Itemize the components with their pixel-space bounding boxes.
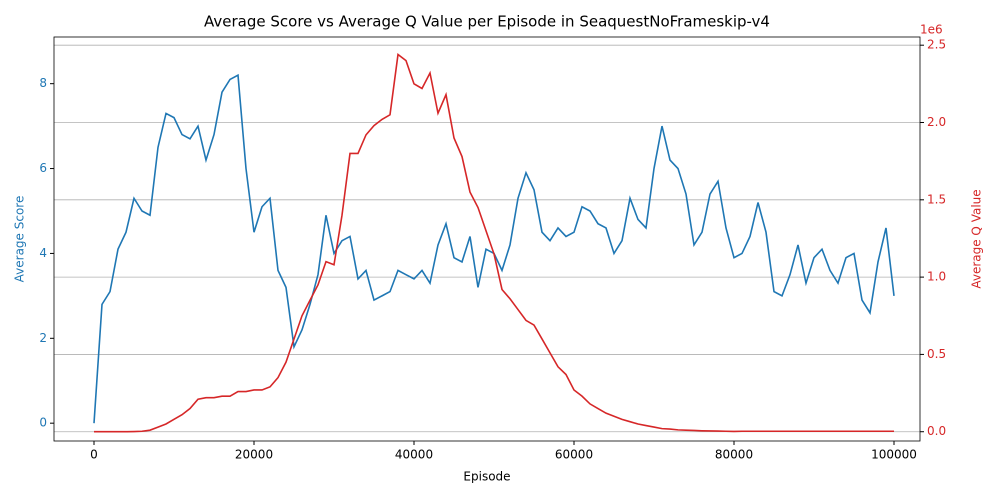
x-tick-label: 100000: [871, 448, 917, 462]
y-tick-label: 8: [39, 76, 47, 90]
y-tick-label: 4: [39, 246, 47, 260]
y-tick-label: 2: [39, 331, 47, 345]
plot-frame: [53, 36, 921, 442]
x-tick-label: 20000: [235, 448, 273, 462]
x-tick-label: 80000: [715, 448, 753, 462]
x-tick-label: 60000: [555, 448, 593, 462]
data-line: [94, 52, 894, 433]
y2-tick-label: 2.0: [927, 115, 946, 129]
chart-title: Average Score vs Average Q Value per Epi…: [204, 13, 770, 31]
y2-tick-label: 0.0: [927, 424, 946, 438]
y2-tick-label: 1.5: [927, 192, 946, 206]
y2-tick-label: 2.5: [927, 38, 946, 52]
x-tick-label: 0: [90, 448, 98, 462]
y-tick-label: 0: [39, 416, 47, 430]
x-tick-label: 40000: [395, 448, 433, 462]
y2-axis-label: Average Q Value: [970, 189, 984, 288]
y2-tick-label: 0.5: [927, 347, 946, 361]
y2-offset-label: 1e6: [920, 23, 943, 37]
y-axis-label: Average Score: [13, 196, 27, 283]
data-line: [93, 73, 895, 424]
x-axis-label: Episode: [463, 470, 510, 484]
y2-tick-label: 1.0: [927, 270, 946, 284]
y-tick-label: 6: [39, 161, 47, 175]
